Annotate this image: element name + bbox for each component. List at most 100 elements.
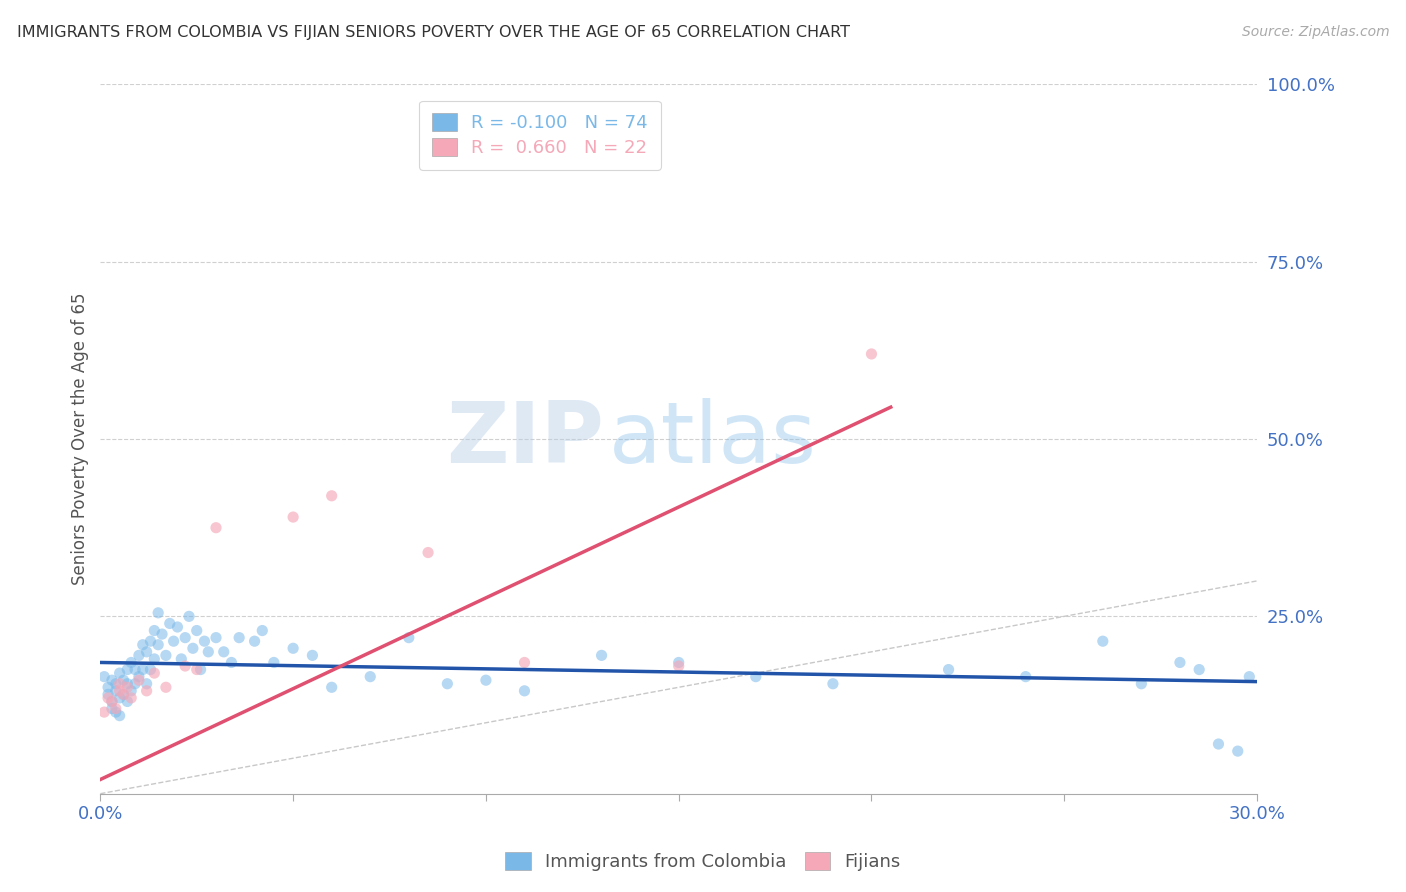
Point (108, 708, 131, 723)
Point (281, 641, 304, 656)
Point (104, 683, 127, 698)
Point (124, 677, 146, 691)
Text: atlas: atlas (609, 398, 817, 481)
Point (174, 631, 197, 645)
Point (159, 616, 181, 631)
Point (150, 627, 173, 641)
Point (1015, 670, 1038, 684)
Point (101, 673, 124, 688)
Point (359, 670, 381, 684)
Point (190, 663, 212, 677)
Point (93, 670, 115, 684)
Point (117, 694, 139, 708)
Point (212, 645, 235, 659)
Point (162, 634, 184, 648)
Point (197, 645, 219, 659)
Point (132, 638, 155, 652)
Point (186, 624, 208, 638)
Point (143, 666, 166, 681)
Point (93, 705, 115, 719)
Point (155, 681, 177, 695)
Point (301, 648, 323, 663)
Y-axis label: Seniors Poverty Over the Age of 65: Seniors Poverty Over the Age of 65 (72, 293, 89, 585)
Point (101, 701, 124, 715)
Point (166, 620, 188, 634)
Point (398, 631, 420, 645)
Point (1130, 677, 1153, 691)
Point (112, 687, 135, 701)
Point (1168, 656, 1191, 670)
Point (436, 677, 458, 691)
Point (591, 648, 613, 663)
Point (139, 663, 162, 677)
Point (243, 634, 266, 648)
Point (139, 634, 162, 648)
Point (112, 687, 135, 701)
Point (148, 606, 170, 620)
Point (475, 673, 498, 688)
Point (108, 683, 131, 698)
Point (97, 690, 120, 705)
Point (117, 663, 139, 677)
Point (228, 631, 250, 645)
Point (321, 681, 343, 695)
Point (128, 670, 150, 684)
Point (120, 656, 142, 670)
Point (108, 677, 131, 691)
Point (143, 652, 166, 666)
Point (513, 683, 536, 698)
Point (1091, 634, 1114, 648)
Point (97, 681, 120, 695)
Point (1208, 737, 1230, 751)
Point (221, 656, 243, 670)
Point (135, 677, 157, 691)
Point (104, 677, 127, 691)
Legend: Immigrants from Colombia, Fijians: Immigrants from Colombia, Fijians (498, 846, 908, 879)
Point (120, 683, 142, 698)
Point (112, 673, 135, 688)
Point (205, 521, 228, 535)
Point (938, 663, 960, 677)
Point (263, 656, 285, 670)
Point (128, 673, 150, 688)
Point (416, 545, 439, 559)
Point (668, 656, 690, 670)
Text: ZIP: ZIP (446, 398, 603, 481)
Point (668, 659, 690, 673)
Point (132, 663, 155, 677)
Point (117, 677, 139, 691)
Point (170, 652, 193, 666)
Point (745, 670, 768, 684)
Point (155, 648, 177, 663)
Point (513, 656, 536, 670)
Point (148, 638, 170, 652)
Point (143, 624, 166, 638)
Point (135, 645, 157, 659)
Point (135, 683, 157, 698)
Point (104, 705, 127, 719)
Point (117, 681, 139, 695)
Point (252, 624, 274, 638)
Point (321, 489, 343, 503)
Text: Source: ZipAtlas.com: Source: ZipAtlas.com (1241, 25, 1389, 39)
Point (821, 677, 844, 691)
Point (181, 641, 204, 656)
Text: IMMIGRANTS FROM COLOMBIA VS FIJIAN SENIORS POVERTY OVER THE AGE OF 65 CORRELATIO: IMMIGRANTS FROM COLOMBIA VS FIJIAN SENIO… (17, 25, 849, 40)
Point (174, 659, 197, 673)
Point (186, 663, 208, 677)
Point (193, 634, 215, 648)
Point (281, 510, 304, 524)
Legend: R = -0.100   N = 74, R =  0.660   N = 22: R = -0.100 N = 74, R = 0.660 N = 22 (419, 101, 661, 169)
Point (101, 694, 124, 708)
Point (1239, 670, 1261, 684)
Point (177, 609, 200, 624)
Point (1188, 663, 1211, 677)
Point (104, 701, 127, 715)
Point (97, 687, 120, 701)
Point (124, 663, 146, 677)
Point (120, 690, 142, 705)
Point (205, 631, 228, 645)
Point (101, 694, 124, 708)
Point (128, 648, 150, 663)
Point (108, 666, 131, 681)
